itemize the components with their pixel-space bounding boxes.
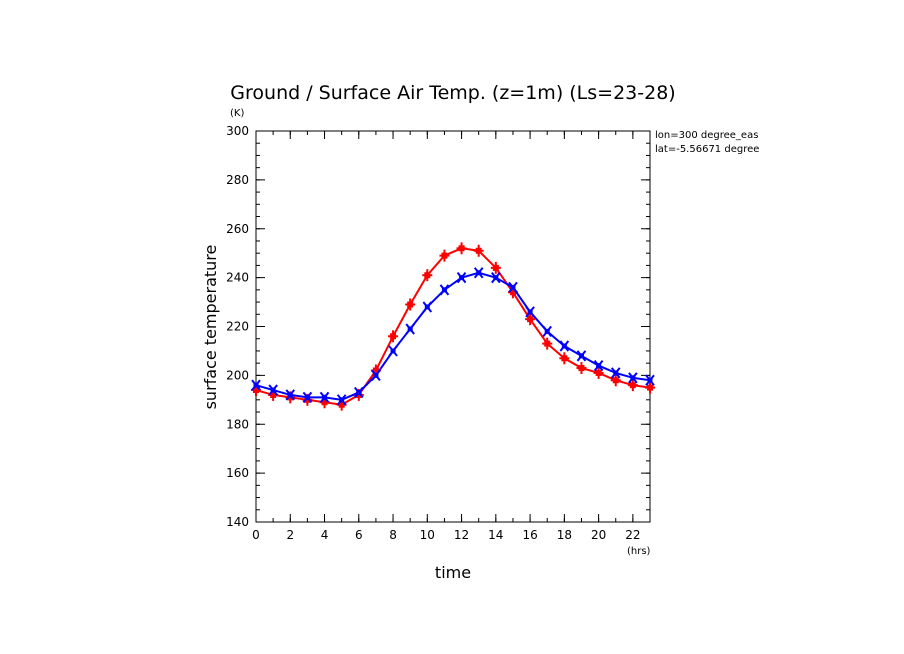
- x-tick-label: 0: [252, 528, 260, 542]
- marker-d2: [268, 384, 278, 396]
- marker-d2: [371, 369, 381, 381]
- data-point: [405, 323, 415, 335]
- marker-d2: [610, 367, 621, 379]
- marker-d2: [422, 301, 433, 313]
- y-tick-label: 260: [226, 222, 249, 236]
- marker-d2: [336, 394, 347, 406]
- data-point: [336, 394, 347, 406]
- y-tick-label: 220: [226, 320, 249, 334]
- data-point: [439, 284, 450, 296]
- marker-d2: [593, 359, 604, 372]
- data-point: [302, 391, 313, 403]
- series-layer: [251, 242, 655, 411]
- data-point: [388, 330, 399, 343]
- data-point: [268, 384, 278, 396]
- x-tick-label: 8: [389, 528, 397, 542]
- marker-d2: [576, 350, 587, 362]
- marker-d2: [388, 345, 398, 357]
- data-point: [388, 345, 398, 357]
- marker-d2: [628, 372, 638, 384]
- x-tick-label: 16: [522, 528, 537, 542]
- data-point: [285, 389, 296, 401]
- data-point: [576, 350, 587, 362]
- data-point: [593, 359, 604, 372]
- x-tick-label: 2: [286, 528, 294, 542]
- marker-d2: [559, 340, 570, 352]
- data-point: [628, 372, 638, 384]
- marker-d2: [354, 386, 364, 399]
- y-tick-label: 200: [226, 368, 249, 382]
- data-point: [473, 244, 484, 257]
- data-point: [456, 272, 467, 284]
- data-point: [576, 362, 587, 375]
- marker-d2: [285, 389, 296, 401]
- y-unit-label: (K): [230, 108, 244, 119]
- x-tick-label: 22: [625, 528, 640, 542]
- marker-d2: [319, 391, 330, 403]
- marker-d2: [525, 306, 535, 318]
- data-point: [542, 325, 552, 338]
- x-tick-label: 4: [321, 528, 329, 542]
- marker-d2: [251, 379, 261, 391]
- data-point: [593, 366, 604, 379]
- x-tick-label: 6: [355, 528, 363, 542]
- data-point: [371, 369, 381, 381]
- marker-d2: [542, 325, 552, 338]
- data-point: [405, 298, 416, 311]
- x-tick-label: 18: [557, 528, 572, 542]
- y-axis-label: surface temperature: [201, 245, 220, 410]
- data-point: [422, 269, 433, 282]
- y-tick-label: 140: [226, 515, 249, 529]
- data-point: [422, 301, 433, 313]
- data-point: [559, 340, 570, 352]
- data-point: [645, 374, 655, 386]
- y-tick-label: 280: [226, 173, 249, 187]
- y-tick-label: 180: [226, 417, 249, 431]
- chart-title: Ground / Surface Air Temp. (z=1m) (Ls=23…: [230, 82, 675, 104]
- marker-d2: [456, 272, 467, 284]
- y-tick-label: 300: [226, 124, 249, 138]
- data-point: [354, 386, 364, 399]
- data-point: [627, 379, 638, 392]
- plot-frame: [255, 130, 651, 523]
- data-point: [473, 267, 484, 279]
- x-tick-label: 12: [454, 528, 469, 542]
- annotation-lon: lon=300 degree_eas: [655, 130, 758, 141]
- x-tick-label: 10: [420, 528, 435, 542]
- data-point: [610, 367, 621, 379]
- marker-d2: [473, 267, 484, 279]
- data-point: [439, 249, 450, 262]
- data-point: [319, 391, 330, 403]
- annotation-lat: lat=-5.56671 degree: [655, 144, 759, 155]
- data-point: [525, 313, 536, 326]
- data-point: [525, 306, 535, 318]
- marker-d2: [302, 391, 313, 403]
- data-point: [490, 261, 501, 274]
- series-line-1: [255, 271, 651, 401]
- y-tick-label: 240: [226, 271, 249, 285]
- x-unit-label: (hrs): [627, 546, 651, 557]
- x-tick-label: 20: [591, 528, 606, 542]
- marker-d2: [439, 284, 450, 296]
- x-tick-label: 14: [488, 528, 503, 542]
- marker-d2: [405, 323, 415, 335]
- data-point: [645, 381, 655, 394]
- data-point: [491, 272, 501, 284]
- data-point: [542, 337, 553, 350]
- data-point: [456, 242, 467, 255]
- series-line-0: [255, 247, 651, 406]
- x-axis-label: time: [435, 563, 471, 582]
- marker-d2: [491, 272, 501, 284]
- data-point: [610, 374, 621, 387]
- data-point: [559, 352, 570, 365]
- marker-d2: [508, 281, 518, 294]
- data-point: [251, 379, 261, 391]
- y-tick-label: 160: [226, 466, 249, 480]
- marker-d2: [645, 374, 655, 386]
- data-point: [508, 281, 518, 294]
- axes: 0 2 4 6 8 10 12 14 16 18 20 22 140 160 180 200 220 240 260…: [226, 124, 651, 542]
